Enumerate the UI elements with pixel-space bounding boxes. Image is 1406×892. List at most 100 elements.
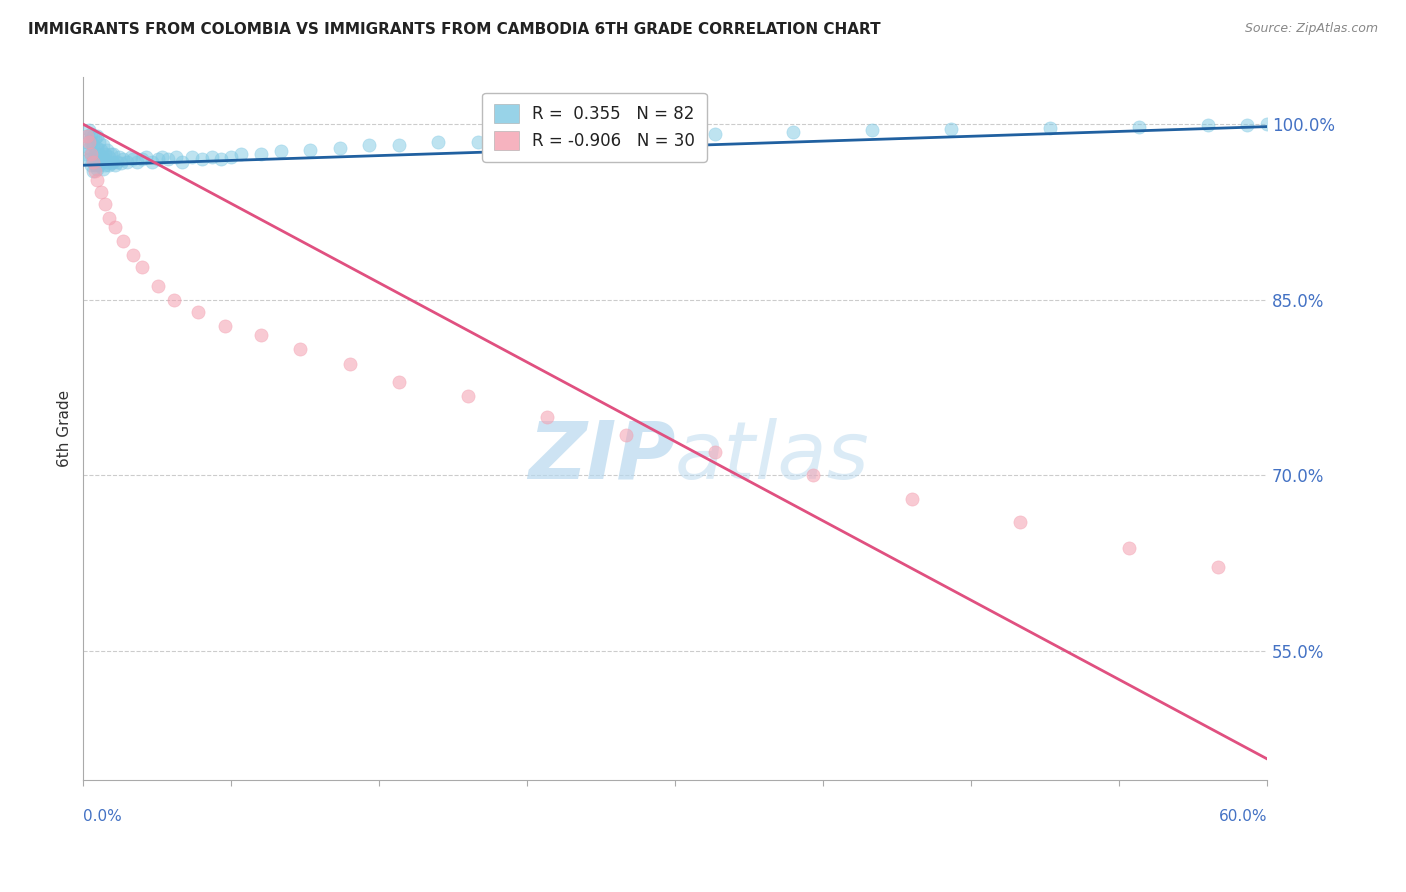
Point [901, 491, 924, 506]
Point [75, 146, 97, 161]
Point [82, 164, 104, 178]
Point [76, 128, 98, 143]
Point [84, 158, 107, 172]
Point [77, 153, 100, 167]
Point [87, 158, 110, 172]
Point [131, 260, 153, 274]
Point [80, 135, 103, 149]
Point [150, 150, 173, 164]
Point [209, 153, 232, 167]
Point [80, 158, 103, 172]
Legend: R =  0.355   N = 82, R = -0.906   N = 30: R = 0.355 N = 82, R = -0.906 N = 30 [482, 93, 707, 161]
Point [94, 197, 117, 211]
Point [148, 153, 170, 167]
Point [101, 146, 124, 161]
Point [516, 131, 538, 145]
Point [190, 153, 212, 167]
Text: ZIP: ZIP [527, 417, 675, 496]
Point [131, 153, 153, 167]
Point [703, 445, 725, 459]
Point [97, 158, 120, 172]
Point [250, 146, 273, 161]
Point [575, 131, 598, 145]
Point [121, 248, 143, 262]
Point [1039, 120, 1062, 135]
Point [290, 342, 312, 356]
Point [782, 126, 804, 140]
Point [299, 143, 322, 157]
Point [100, 156, 122, 170]
Point [101, 154, 124, 169]
Point [135, 150, 157, 164]
Point [97, 150, 120, 164]
Point [1256, 117, 1278, 131]
Text: 0.0%: 0.0% [83, 809, 122, 824]
Point [1010, 516, 1032, 530]
Point [84, 164, 107, 178]
Point [86, 141, 108, 155]
Point [614, 427, 637, 442]
Point [105, 154, 128, 169]
Point [80, 146, 103, 161]
Point [359, 138, 381, 153]
Point [801, 468, 824, 483]
Point [941, 122, 963, 136]
Point [115, 154, 138, 169]
Y-axis label: 6th Grade: 6th Grade [58, 390, 72, 467]
Point [84, 131, 107, 145]
Point [1128, 120, 1150, 134]
Point [94, 158, 117, 172]
Point [107, 150, 129, 164]
Point [104, 220, 127, 235]
Point [86, 173, 108, 187]
Point [163, 293, 186, 307]
Point [91, 161, 114, 176]
Point [86, 128, 108, 143]
Point [110, 156, 132, 170]
Point [80, 146, 103, 161]
Point [121, 153, 143, 167]
Text: atlas: atlas [675, 417, 870, 496]
Point [250, 328, 273, 343]
Point [148, 278, 170, 293]
Point [187, 304, 209, 318]
Point [80, 127, 103, 141]
Point [339, 357, 361, 371]
Point [96, 143, 118, 157]
Point [219, 150, 242, 164]
Point [91, 138, 114, 153]
Point [90, 185, 112, 199]
Point [84, 146, 107, 161]
Point [427, 135, 450, 149]
Point [170, 154, 193, 169]
Point [111, 235, 134, 249]
Point [77, 123, 100, 137]
Point [97, 211, 120, 225]
Point [157, 153, 180, 167]
Point [104, 158, 127, 172]
Point [388, 138, 411, 153]
Point [82, 153, 104, 167]
Point [111, 153, 134, 167]
Point [87, 146, 110, 161]
Point [229, 146, 252, 161]
Point [94, 146, 117, 161]
Point [1206, 559, 1229, 574]
Point [1197, 119, 1219, 133]
Text: Source: ZipAtlas.com: Source: ZipAtlas.com [1244, 22, 1378, 36]
Point [467, 135, 489, 149]
Point [141, 154, 163, 169]
Point [76, 128, 98, 143]
Point [91, 150, 114, 164]
Point [200, 150, 222, 164]
Point [76, 135, 98, 149]
Point [77, 135, 100, 149]
Point [329, 141, 352, 155]
Point [120, 150, 142, 164]
Text: IMMIGRANTS FROM COLOMBIA VS IMMIGRANTS FROM CAMBODIA 6TH GRADE CORRELATION CHART: IMMIGRANTS FROM COLOMBIA VS IMMIGRANTS F… [28, 22, 880, 37]
Point [388, 375, 411, 389]
Point [457, 389, 479, 403]
Point [703, 127, 725, 141]
Point [1236, 119, 1258, 133]
Point [90, 154, 112, 169]
